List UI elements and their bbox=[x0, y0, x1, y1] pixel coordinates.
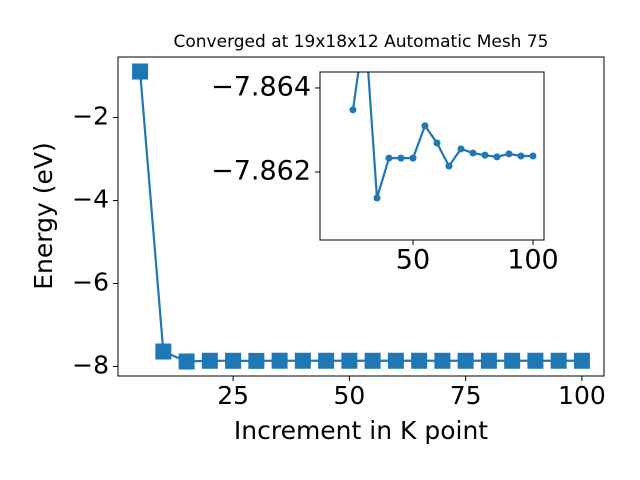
data-point bbox=[397, 154, 405, 162]
data-point bbox=[421, 122, 429, 130]
data-point bbox=[387, 352, 404, 369]
x-tick-label: 75 bbox=[450, 381, 482, 410]
data-point bbox=[493, 153, 501, 161]
data-point bbox=[271, 352, 288, 369]
data-point bbox=[248, 352, 265, 369]
data-point bbox=[504, 352, 521, 369]
y-tick-label: −8 bbox=[72, 350, 109, 379]
data-point bbox=[155, 343, 172, 360]
plot-group bbox=[349, 21, 537, 202]
y-tick-label: −6 bbox=[72, 267, 109, 296]
data-point bbox=[385, 154, 393, 162]
x-tick-label: 50 bbox=[396, 245, 430, 276]
data-point bbox=[457, 145, 465, 153]
data-point bbox=[457, 352, 474, 369]
data-point bbox=[573, 352, 590, 369]
data-point bbox=[529, 152, 537, 160]
data-point bbox=[349, 106, 357, 114]
x-tick-label: 100 bbox=[507, 245, 559, 276]
x-tick-label: 100 bbox=[558, 381, 606, 410]
data-point bbox=[225, 352, 242, 369]
y-axis-label: Energy (eV) bbox=[29, 142, 58, 289]
data-point bbox=[132, 63, 149, 80]
y-tick-label: −2 bbox=[72, 102, 109, 131]
x-tick-label: 25 bbox=[217, 381, 249, 410]
data-point bbox=[361, 21, 368, 28]
data-point bbox=[517, 152, 525, 160]
data-point bbox=[373, 194, 381, 202]
data-point bbox=[527, 352, 544, 369]
data-point bbox=[178, 353, 195, 370]
data-point bbox=[341, 352, 358, 369]
data-point bbox=[434, 352, 451, 369]
data-point bbox=[481, 151, 489, 159]
data-point bbox=[294, 352, 311, 369]
data-point bbox=[505, 150, 513, 158]
x-tick-label: 50 bbox=[333, 381, 365, 410]
plot-group bbox=[132, 63, 590, 370]
data-point bbox=[409, 154, 417, 162]
data-point bbox=[480, 352, 497, 369]
data-point bbox=[433, 139, 441, 147]
x-axis-label: Increment in K point bbox=[234, 416, 488, 445]
axes-frame bbox=[117, 56, 605, 377]
data-point bbox=[318, 352, 335, 369]
data-point bbox=[201, 352, 218, 369]
y-tick-label: −7.862 bbox=[211, 155, 311, 186]
axes-frame bbox=[319, 71, 545, 241]
data-line bbox=[351, 72, 533, 199]
y-tick-label: −4 bbox=[72, 185, 109, 214]
data-point bbox=[445, 162, 453, 170]
y-tick-label: −7.864 bbox=[211, 71, 311, 102]
data-point bbox=[364, 352, 381, 369]
chart-title: Converged at 19x18x12 Automatic Mesh 75 bbox=[174, 32, 549, 52]
data-point bbox=[411, 352, 428, 369]
data-point bbox=[469, 149, 477, 157]
data-point bbox=[550, 352, 567, 369]
